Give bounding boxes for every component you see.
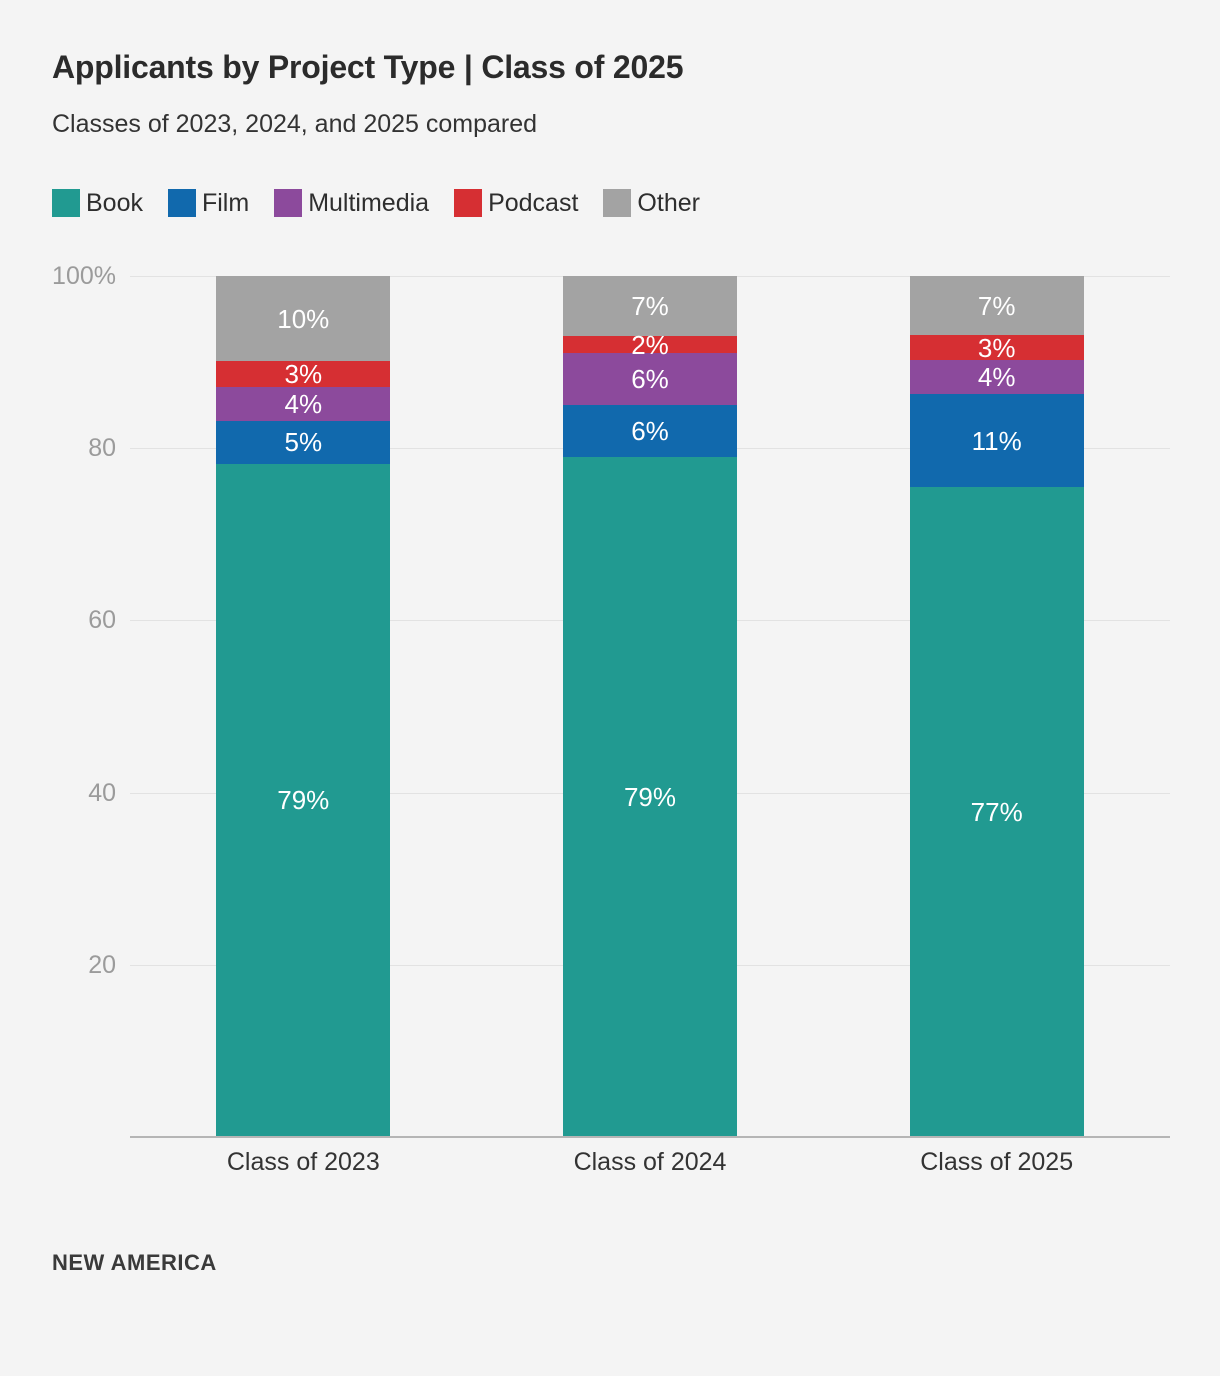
legend-label: Podcast	[488, 188, 579, 217]
segment-value-label: 4%	[977, 362, 1016, 393]
legend-swatch-book	[52, 189, 80, 217]
x-axis-label-class-of-2023: Class of 2023	[226, 1148, 380, 1176]
segment-multimedia-class-of-2025: 4%	[909, 360, 1084, 395]
segment-multimedia-class-of-2024: 6%	[563, 353, 737, 406]
segment-multimedia-class-of-2023: 4%	[216, 386, 391, 421]
legend-label: Other	[637, 188, 700, 217]
legend-swatch-film	[167, 189, 196, 217]
segment-value-label: 6%	[631, 364, 669, 395]
bar-class-of-2023: 10% 3% 4% 5% 79%	[216, 276, 391, 1137]
legend-swatch-podcast	[454, 189, 483, 217]
segment-other-class-of-2023: 10%	[216, 276, 391, 362]
segment-film-class-of-2024: 6%	[563, 405, 737, 457]
bar-class-of-2025: 7% 3% 4% 11% 77%	[909, 276, 1084, 1137]
legend-label: Book	[86, 188, 143, 217]
y-axis-tick-60: 60	[88, 606, 116, 635]
segment-book-class-of-2023: 79%	[216, 463, 391, 1137]
segment-value-label: 77%	[970, 796, 1023, 827]
segment-podcast-class-of-2024: 2%	[563, 332, 737, 358]
segment-value-label: 3%	[284, 359, 323, 390]
legend-item-podcast: Podcast	[454, 189, 578, 218]
segment-value-label: 6%	[631, 415, 669, 446]
legend-item-book: Book	[52, 189, 143, 218]
legend-swatch-other	[603, 189, 632, 217]
legend-item-other: Other	[603, 189, 700, 218]
segment-value-label: 4%	[284, 388, 323, 419]
segment-value-label: 7%	[977, 290, 1016, 321]
legend-label: Film	[201, 188, 250, 217]
segment-podcast-class-of-2025: 3%	[909, 332, 1084, 363]
legend-swatch-multimedia	[274, 189, 303, 217]
segment-value-label: 7%	[631, 291, 669, 322]
segment-book-class-of-2025: 77%	[909, 486, 1084, 1137]
x-axis-label-class-of-2025: Class of 2025	[920, 1148, 1074, 1176]
y-axis-tick-100: 100%	[52, 262, 116, 290]
chart-card: Applicants by Project Type | Class of 20…	[0, 48, 1220, 1376]
segment-book-class-of-2024: 79%	[563, 456, 737, 1137]
y-axis-tick-40: 40	[88, 778, 116, 807]
segment-value-label: 79%	[623, 781, 677, 812]
segment-value-label: 2%	[631, 329, 669, 360]
x-axis-label-class-of-2024: Class of 2024	[573, 1148, 727, 1176]
y-axis-tick-20: 20	[88, 950, 116, 979]
segment-other-class-of-2025: 7%	[909, 276, 1084, 336]
segment-podcast-class-of-2023: 3%	[216, 359, 391, 390]
segment-other-class-of-2024: 7%	[563, 276, 737, 337]
segment-value-label: 3%	[977, 332, 1016, 363]
segment-value-label: 79%	[277, 785, 330, 816]
stacked-bar-chart: 100% 80 60 40 20 10% 3% 4% 5% 79% Class of 2023 7% 2…	[0, 262, 1220, 1176]
segment-film-class-of-2023: 5%	[216, 420, 391, 464]
y-axis-tick-80: 80	[88, 434, 116, 463]
segment-value-label: 11%	[971, 425, 1022, 456]
segment-film-class-of-2025: 11%	[909, 394, 1084, 487]
segment-value-label: 10%	[277, 303, 330, 334]
legend: Book Film Multimedia Podcast Other	[52, 188, 1220, 218]
chart-title: Applicants by Project Type | Class of 20…	[52, 49, 684, 85]
legend-item-multimedia: Multimedia	[274, 189, 429, 218]
x-axis-line	[130, 1136, 1170, 1138]
chart-subtitle: Classes of 2023, 2024, and 2025 compared	[52, 110, 538, 138]
segment-value-label: 5%	[284, 427, 323, 458]
legend-item-film: Film	[167, 188, 250, 218]
legend-label: Multimedia	[308, 188, 430, 217]
brand-footer: NEW AMERICA	[52, 1250, 217, 1275]
bar-class-of-2024: 7% 2% 6% 6% 79%	[563, 276, 737, 1137]
